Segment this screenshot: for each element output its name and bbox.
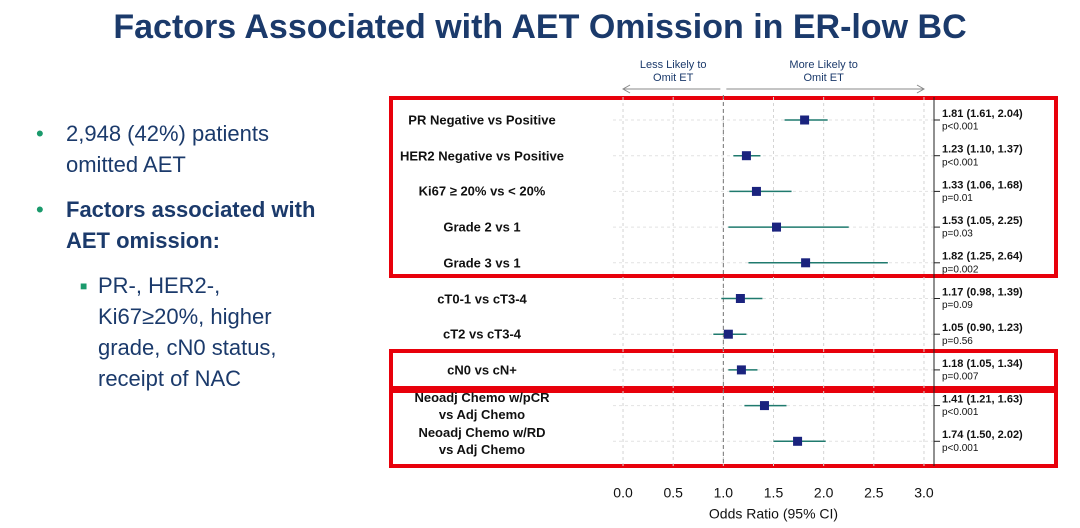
x-tick-label: 0.0 xyxy=(613,485,633,501)
category-label: Grade 3 vs 1 xyxy=(443,255,521,271)
x-tick-label: 3.0 xyxy=(914,485,934,501)
value-label: 1.82 (1.25, 2.64) xyxy=(942,251,1023,263)
value-label: 1.81 (1.61, 2.04) xyxy=(942,108,1023,120)
p-value-label: p<0.001 xyxy=(942,407,979,418)
bullet-text: Factors associated with AET omission: xyxy=(66,197,316,253)
annotation: Less Likely to Omit ET xyxy=(639,59,707,84)
value-label: 1.23 (1.10, 1.37) xyxy=(942,144,1023,156)
x-tick-label: 2.5 xyxy=(864,485,884,501)
arrow-head xyxy=(916,84,925,94)
point-estimate xyxy=(723,329,733,339)
p-value-label: p=0.03 xyxy=(942,229,973,240)
point-estimate xyxy=(801,258,811,268)
point-estimate xyxy=(793,436,803,446)
p-value-label: p=0.002 xyxy=(942,264,979,275)
annotation: More Likely to Omit ET xyxy=(789,59,858,84)
point-estimate xyxy=(736,365,746,375)
point-estimate xyxy=(772,222,782,232)
value-label: 1.17 (0.98, 1.39) xyxy=(942,286,1023,298)
category-label: cT2 vs cT3-4 xyxy=(442,326,522,342)
value-label: 1.33 (1.06, 1.68) xyxy=(942,179,1023,191)
point-estimate xyxy=(759,401,769,411)
p-value-label: p<0.001 xyxy=(942,157,979,168)
category-label: HER2 Negative vs Positive xyxy=(399,148,565,164)
category-label: cN0 vs cN+ xyxy=(447,362,517,378)
point-estimate xyxy=(751,186,761,196)
point-estimate xyxy=(735,294,745,303)
x-tick-label: 1.5 xyxy=(764,485,784,501)
x-axis-label: Odds Ratio (95% CI) xyxy=(709,506,838,522)
p-value-label: p=0.007 xyxy=(942,372,979,383)
p-value-label: p<0.001 xyxy=(942,122,979,133)
bullet-marker: ■ xyxy=(80,279,88,293)
category-label: Ki67 ≥ 20% vs < 20% xyxy=(418,183,546,199)
point-estimate xyxy=(741,151,751,161)
value-label: 1.05 (0.90, 1.23) xyxy=(942,322,1023,334)
category-label: Neoadj Chemo w/pCR vs Adj Chemo xyxy=(414,389,550,422)
x-tick-label: 1.0 xyxy=(714,485,734,501)
bullet-marker: • xyxy=(36,197,44,222)
value-label: 1.74 (1.50, 2.02) xyxy=(942,429,1023,441)
x-tick-label: 2.0 xyxy=(814,485,834,501)
value-label: 1.41 (1.21, 1.63) xyxy=(942,394,1023,406)
category-label: PR Negative vs Positive xyxy=(408,112,556,128)
p-value-label: p=0.01 xyxy=(942,193,973,204)
slide-title: Factors Associated with AET Omission in … xyxy=(113,8,967,46)
p-value-label: p=0.09 xyxy=(942,300,973,311)
category-label: Neoadj Chemo w/RD vs Adj Chemo xyxy=(418,425,546,458)
category-label: Grade 2 vs 1 xyxy=(443,219,521,235)
p-value-label: p=0.56 xyxy=(942,336,973,347)
bullet-text: PR-, HER2-, Ki67≥20%, higher grade, cN0 … xyxy=(98,273,277,391)
value-label: 1.53 (1.05, 2.25) xyxy=(942,215,1023,227)
bullet-marker: • xyxy=(36,121,44,146)
value-label: 1.18 (1.05, 1.34) xyxy=(942,358,1023,370)
x-tick-label: 0.5 xyxy=(663,485,683,501)
category-label: cT0-1 vs cT3-4 xyxy=(437,291,527,306)
p-value-label: p<0.001 xyxy=(942,443,979,454)
bullet-text: 2,948 (42%) patients omitted AET xyxy=(66,121,270,177)
arrow-head xyxy=(622,84,631,94)
point-estimate xyxy=(800,115,810,125)
